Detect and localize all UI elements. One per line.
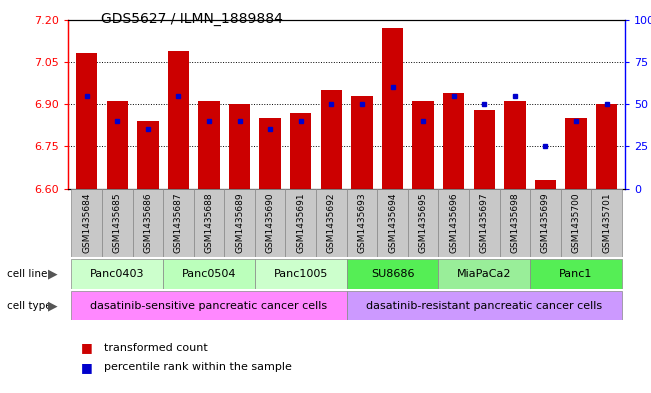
Bar (561, 189, 591, 257)
Text: GSM1435690: GSM1435690 (266, 192, 275, 253)
Bar (290, 113, 311, 189)
Text: dasatinib-resistant pancreatic cancer cells: dasatinib-resistant pancreatic cancer ce… (367, 301, 602, 310)
Bar (194, 189, 225, 257)
Text: GSM1435685: GSM1435685 (113, 192, 122, 253)
Text: GSM1435684: GSM1435684 (82, 192, 91, 253)
Bar (352, 96, 372, 189)
Bar (443, 93, 464, 189)
Text: GSM1435696: GSM1435696 (449, 192, 458, 253)
Bar (377, 189, 408, 257)
Bar (346, 291, 622, 320)
Text: ▶: ▶ (48, 268, 57, 281)
Bar (137, 121, 159, 189)
Text: SU8686: SU8686 (371, 269, 414, 279)
Text: GSM1435693: GSM1435693 (357, 192, 367, 253)
Bar (107, 101, 128, 189)
Bar (346, 189, 377, 257)
Text: Panc0403: Panc0403 (90, 269, 145, 279)
Bar (72, 259, 163, 289)
Text: GSM1435694: GSM1435694 (388, 192, 397, 253)
Text: GSM1435687: GSM1435687 (174, 192, 183, 253)
Bar (321, 90, 342, 189)
Bar (260, 118, 281, 189)
Text: GSM1435700: GSM1435700 (572, 192, 581, 253)
Bar (438, 259, 530, 289)
Bar (534, 180, 556, 189)
Bar (382, 28, 403, 189)
Bar (168, 51, 189, 189)
Bar (591, 189, 622, 257)
Bar (499, 189, 530, 257)
Text: cell line: cell line (7, 269, 47, 279)
Text: GSM1435695: GSM1435695 (419, 192, 428, 253)
Bar (504, 101, 525, 189)
Bar (413, 101, 434, 189)
Text: GDS5627 / ILMN_1889884: GDS5627 / ILMN_1889884 (101, 12, 283, 26)
Bar (199, 101, 220, 189)
Text: Panc1: Panc1 (559, 269, 592, 279)
Text: ■: ■ (81, 341, 93, 354)
Bar (316, 189, 346, 257)
Bar (346, 259, 438, 289)
Bar (565, 118, 587, 189)
Text: transformed count: transformed count (104, 343, 208, 353)
Text: GSM1435692: GSM1435692 (327, 192, 336, 253)
Text: GSM1435686: GSM1435686 (143, 192, 152, 253)
Text: percentile rank within the sample: percentile rank within the sample (104, 362, 292, 373)
Bar (133, 189, 163, 257)
Bar (72, 189, 102, 257)
Bar (76, 53, 98, 189)
Text: ▶: ▶ (48, 299, 57, 312)
Text: cell type: cell type (7, 301, 51, 310)
Text: GSM1435699: GSM1435699 (541, 192, 550, 253)
Bar (408, 189, 438, 257)
Bar (102, 189, 133, 257)
Text: Panc0504: Panc0504 (182, 269, 236, 279)
Text: Panc1005: Panc1005 (273, 269, 328, 279)
Text: GSM1435689: GSM1435689 (235, 192, 244, 253)
Bar (163, 259, 255, 289)
Text: ■: ■ (81, 361, 93, 374)
Bar (225, 189, 255, 257)
Bar (530, 259, 622, 289)
Bar (286, 189, 316, 257)
Bar (72, 291, 346, 320)
Text: dasatinib-sensitive pancreatic cancer cells: dasatinib-sensitive pancreatic cancer ce… (90, 301, 327, 310)
Text: MiaPaCa2: MiaPaCa2 (457, 269, 512, 279)
Bar (596, 104, 617, 189)
Bar (255, 189, 286, 257)
Bar (255, 259, 346, 289)
Text: GSM1435697: GSM1435697 (480, 192, 489, 253)
Text: GSM1435698: GSM1435698 (510, 192, 519, 253)
Bar (473, 110, 495, 189)
Bar (229, 104, 251, 189)
Text: GSM1435701: GSM1435701 (602, 192, 611, 253)
Bar (530, 189, 561, 257)
Text: GSM1435691: GSM1435691 (296, 192, 305, 253)
Text: GSM1435688: GSM1435688 (204, 192, 214, 253)
Bar (469, 189, 499, 257)
Bar (163, 189, 194, 257)
Bar (438, 189, 469, 257)
